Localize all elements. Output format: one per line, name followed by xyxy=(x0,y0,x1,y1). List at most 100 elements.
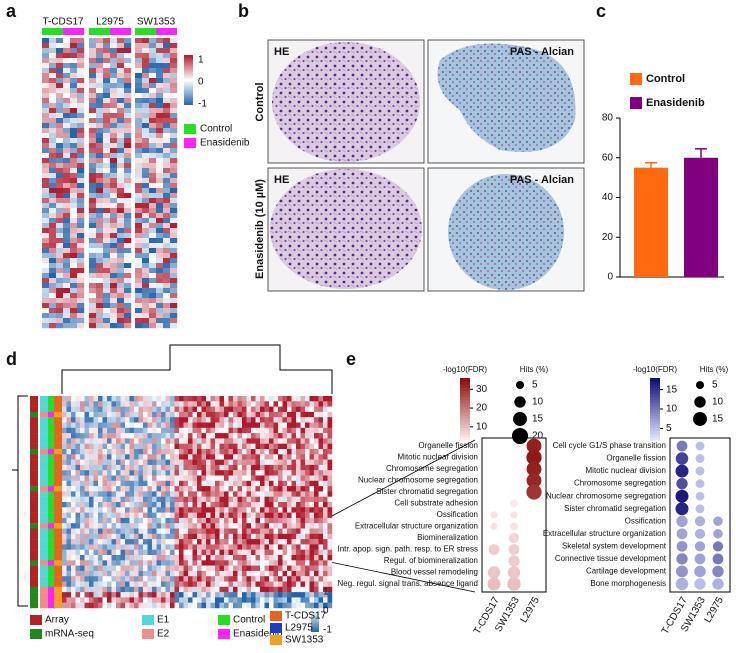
annotation-cell xyxy=(40,449,48,455)
heatmap-cell xyxy=(75,565,81,572)
heatmap-cell xyxy=(246,438,252,444)
heatmap-cell xyxy=(233,496,238,503)
heatmap-cell xyxy=(192,528,198,534)
heatmap-cell xyxy=(147,523,153,529)
heatmap-cell xyxy=(224,475,229,481)
heatmap-cell xyxy=(42,38,50,44)
heatmap-cell xyxy=(309,560,315,566)
heatmap-cell xyxy=(89,123,97,129)
annotation-cell xyxy=(30,502,38,508)
heatmap-cell xyxy=(255,470,261,476)
heatmap-cell xyxy=(111,401,117,407)
heatmap-cell xyxy=(56,198,64,204)
heatmap-cell xyxy=(75,480,81,487)
heatmap-cell xyxy=(300,549,306,556)
heatmap-cell xyxy=(156,208,164,214)
annotation-cell xyxy=(30,528,38,534)
heatmap-cell xyxy=(49,198,57,204)
dot xyxy=(508,544,520,555)
heatmap-cell xyxy=(93,401,99,407)
heatmap-cell xyxy=(305,592,310,598)
heatmap-cell xyxy=(62,459,67,466)
heatmap-cell xyxy=(147,597,153,603)
heatmap-cell xyxy=(63,293,71,299)
heatmap-cell xyxy=(125,570,130,577)
heatmap-cell xyxy=(296,592,301,598)
annotation-cell xyxy=(30,411,38,418)
heatmap-cell xyxy=(138,422,144,428)
heatmap-cell xyxy=(246,470,252,476)
heatmap-cell xyxy=(89,258,97,264)
heatmap-cell xyxy=(96,198,104,204)
heatmap-cell xyxy=(66,581,72,587)
heatmap-cell xyxy=(135,168,143,174)
heatmap-cell xyxy=(170,565,175,572)
heatmap-cell xyxy=(163,143,171,149)
heatmap-cell xyxy=(291,480,297,487)
heatmap-cell xyxy=(314,533,319,540)
heatmap-cell xyxy=(102,539,108,545)
heatmap-cell xyxy=(251,523,256,529)
heatmap-cell xyxy=(103,98,111,104)
heatmap-cell xyxy=(80,454,85,460)
heatmap-cell xyxy=(269,570,274,577)
heatmap-cell xyxy=(89,53,97,59)
heatmap-cell xyxy=(228,597,234,603)
heatmap-cell xyxy=(163,173,171,179)
heatmap-cell xyxy=(56,298,64,304)
heatmap-cell xyxy=(197,602,202,609)
heatmap-cell xyxy=(107,427,112,434)
heatmap-cell xyxy=(70,88,78,94)
heatmap-cell xyxy=(188,459,193,466)
heatmap-cell xyxy=(314,449,319,455)
heatmap-cell xyxy=(110,153,118,159)
heatmap-cell xyxy=(188,523,193,529)
heatmap-cell xyxy=(305,539,310,545)
heatmap-cell xyxy=(89,158,97,164)
heatmap-cell xyxy=(42,63,50,69)
heatmap-cell xyxy=(66,512,72,519)
heatmap-cell xyxy=(96,228,104,234)
heatmap-cell xyxy=(70,228,78,234)
heatmap-cell xyxy=(116,602,121,609)
annotation-cell xyxy=(40,517,48,524)
heatmap-cell xyxy=(138,438,144,444)
heatmap-cell xyxy=(42,203,50,209)
heatmap-cell xyxy=(111,475,117,481)
heatmap-cell xyxy=(246,560,252,566)
heatmap-cell xyxy=(291,533,297,540)
colorbar-step xyxy=(650,418,660,422)
heatmap-cell xyxy=(323,502,328,508)
dot xyxy=(694,516,706,527)
heatmap-cell xyxy=(287,555,292,561)
heatmap-cell xyxy=(70,293,78,299)
heatmap-cell xyxy=(197,475,202,481)
heatmap-cell xyxy=(66,496,72,503)
heatmap-cell xyxy=(134,443,139,450)
heatmap-cell xyxy=(70,113,78,119)
colorbar-step xyxy=(460,415,470,419)
heatmap-cell xyxy=(323,422,328,428)
heatmap-cell xyxy=(152,502,157,508)
heatmap-cell xyxy=(163,208,171,214)
heatmap-cell xyxy=(273,496,279,503)
heatmap-cell xyxy=(170,549,175,556)
heatmap-cell xyxy=(210,560,216,566)
heatmap-cell xyxy=(89,283,97,289)
heatmap-cell xyxy=(170,268,178,274)
heatmap-cell xyxy=(260,438,265,444)
heatmap-cell xyxy=(251,544,256,550)
heatmap-cell xyxy=(149,88,157,94)
heatmap-cell xyxy=(161,549,166,556)
heatmap-cell xyxy=(170,555,175,561)
heatmap-cell xyxy=(323,496,328,503)
heatmap-cell xyxy=(174,470,180,476)
heatmap-cell xyxy=(70,63,78,69)
heatmap-cell xyxy=(228,549,234,556)
heatmap-cell xyxy=(149,208,157,214)
heatmap-cell xyxy=(188,507,193,513)
heatmap-cell xyxy=(228,417,234,423)
heatmap-cell xyxy=(300,427,306,434)
heatmap-cell xyxy=(138,576,144,582)
heatmap-cell xyxy=(179,454,184,460)
